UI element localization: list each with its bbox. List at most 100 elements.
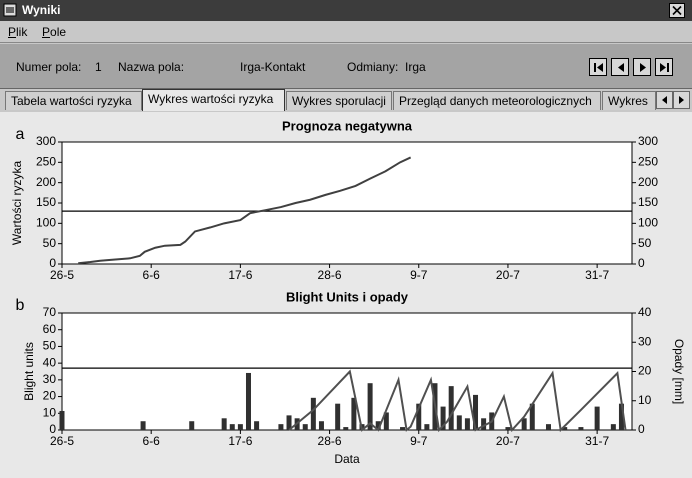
y-tick-label: 0 <box>49 256 56 270</box>
field-name: Irga-Kontakt <box>240 60 306 74</box>
last-button[interactable] <box>655 58 673 76</box>
bar <box>310 397 316 430</box>
y2-tick-label: 40 <box>638 305 652 319</box>
bar <box>237 424 243 430</box>
y-tick-label: 50 <box>43 339 57 353</box>
x-tick-label: 9-7 <box>410 268 428 282</box>
bar <box>618 403 624 430</box>
window-title: Wyniki <box>22 3 61 17</box>
field-number: 1 <box>95 60 102 74</box>
data-line <box>288 369 627 433</box>
bar <box>400 427 406 430</box>
prev-button[interactable] <box>611 58 629 76</box>
y2-tick-label: 50 <box>638 236 652 250</box>
x-tick-label: 17-6 <box>228 434 252 448</box>
y-tick-label: 300 <box>36 134 56 148</box>
y2-tick-label: 150 <box>638 195 658 209</box>
bar <box>343 427 349 430</box>
x-tick-label: 6-6 <box>143 268 161 282</box>
y-tick-label: 250 <box>36 155 56 169</box>
x-tick-label: 31-7 <box>585 434 609 448</box>
y2-tick-label: 250 <box>638 155 658 169</box>
tab[interactable]: Wykres <box>602 91 656 110</box>
y-tick-label: 50 <box>43 236 57 250</box>
bar <box>245 372 251 430</box>
bar <box>318 421 324 430</box>
bar <box>221 418 227 430</box>
x-tick-label: 26-5 <box>50 434 74 448</box>
menu-item[interactable]: Plik <box>8 25 28 39</box>
bar <box>545 424 551 430</box>
tab[interactable]: Tabela wartości ryzyka <box>5 91 142 110</box>
bar <box>464 418 470 430</box>
first-button[interactable] <box>589 58 607 76</box>
bar <box>473 394 479 430</box>
y-tick-label: 40 <box>43 355 57 369</box>
y-tick-label: 20 <box>43 389 57 403</box>
bar <box>383 412 389 430</box>
y-axis-label: Wartości ryzyka <box>10 161 24 246</box>
bar <box>189 421 195 430</box>
y-tick-label: 100 <box>36 216 56 230</box>
y2-tick-label: 10 <box>638 393 652 407</box>
tab[interactable]: Przegląd danych meteorologicznych <box>393 91 601 110</box>
y-tick-label: 70 <box>43 305 57 319</box>
x-tick-label: 26-5 <box>50 268 74 282</box>
bar <box>481 418 487 430</box>
y-axis-label: Blight units <box>22 342 36 401</box>
y-tick-label: 10 <box>43 405 57 419</box>
plot-area <box>61 312 633 431</box>
tab[interactable]: Wykres sporulacji <box>286 91 392 110</box>
bar <box>448 386 454 430</box>
variety-label: Odmiany: <box>347 60 399 74</box>
tab[interactable]: Wykres wartości ryzyka <box>142 89 285 111</box>
bar <box>529 403 535 430</box>
bar <box>302 424 308 430</box>
bar <box>594 406 600 430</box>
field-number-label: Numer pola: <box>16 60 82 74</box>
menu-item[interactable]: Pole <box>42 25 67 39</box>
y2-tick-label: 20 <box>638 364 652 378</box>
menu-bar: Plik Pole <box>0 22 692 43</box>
bar <box>335 403 341 430</box>
y2-axis-label: Opady [mm] <box>672 339 686 404</box>
bar <box>278 424 284 430</box>
bar <box>610 424 616 430</box>
panel-label: a <box>16 126 25 143</box>
bar <box>416 403 422 430</box>
info-bar: Numer pola: 1 Nazwa pola: Irga-Kontakt O… <box>0 44 692 89</box>
y2-tick-label: 30 <box>638 334 652 348</box>
x-tick-label: 28-6 <box>318 268 342 282</box>
y-tick-label: 150 <box>36 195 56 209</box>
x-tick-label: 28-6 <box>318 434 342 448</box>
chart-panel: Prognoza negatywna a 0 50 100 150 200 250 300 0 50… <box>0 112 692 478</box>
close-button[interactable] <box>669 3 685 18</box>
bar <box>505 427 511 430</box>
variety: Irga <box>405 60 426 74</box>
bar <box>367 383 373 430</box>
app-icon <box>3 3 17 17</box>
bar <box>229 424 235 430</box>
bar <box>140 421 146 430</box>
y2-tick-label: 300 <box>638 134 658 148</box>
bar <box>562 427 568 430</box>
x-tick-label: 20-7 <box>496 434 520 448</box>
charts: Prognoza negatywnaa050100150200250300050… <box>10 118 686 466</box>
bar <box>254 421 260 430</box>
y2-tick-label: 200 <box>638 175 658 189</box>
x-tick-label: 31-7 <box>585 268 609 282</box>
x-tick-label: 20-7 <box>496 268 520 282</box>
data-line <box>78 156 412 265</box>
x-tick-label: 9-7 <box>410 434 428 448</box>
bar <box>456 415 462 430</box>
y2-tick-label: 0 <box>638 256 645 270</box>
tab-scroll[interactable] <box>656 91 690 109</box>
x-tick-label: 17-6 <box>228 268 252 282</box>
bar <box>351 397 357 430</box>
bar <box>578 427 584 430</box>
y2-tick-label: 0 <box>638 422 645 436</box>
bar <box>424 424 430 430</box>
next-button[interactable] <box>633 58 651 76</box>
y2-tick-label: 100 <box>638 216 658 230</box>
